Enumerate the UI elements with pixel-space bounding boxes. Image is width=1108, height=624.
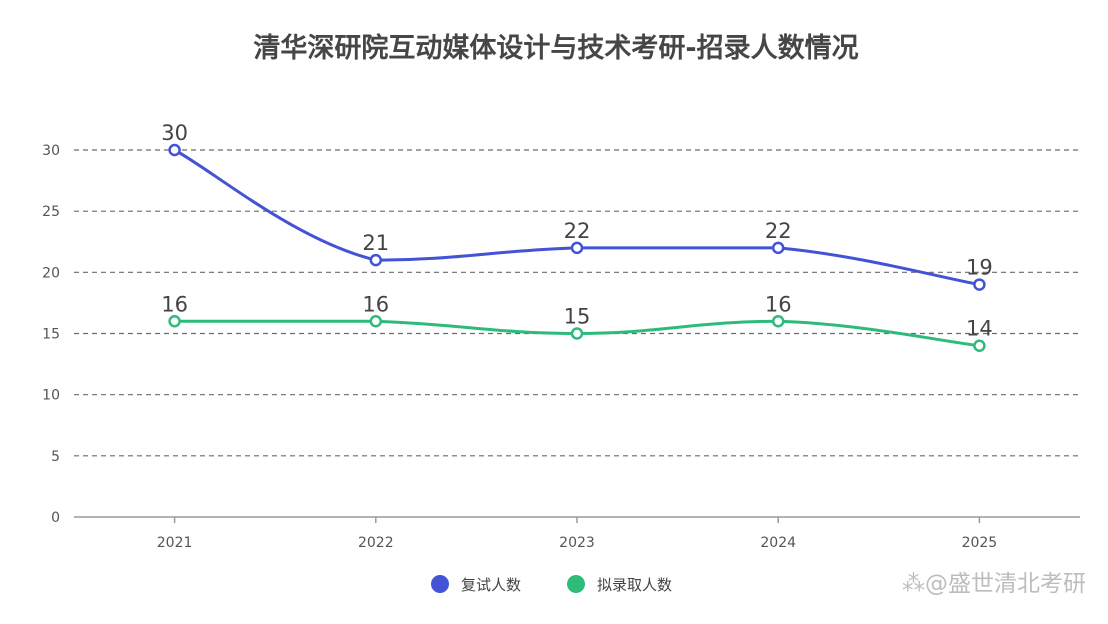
y-tick-label: 10 (42, 388, 60, 404)
data-point[interactable] (369, 253, 383, 267)
watermark: ⁂@盛世清北考研 (902, 571, 1086, 597)
data-label: 16 (765, 292, 792, 316)
data-point[interactable] (973, 278, 986, 291)
x-tick-label: 2024 (760, 535, 796, 551)
data-label: 14 (966, 317, 993, 341)
series-line (173, 148, 980, 287)
legend-label: 复试人数 (461, 576, 521, 594)
data-point[interactable] (771, 241, 785, 255)
x-axis: 2021 2022 2023 2024 2025 (74, 516, 1080, 551)
series-1: 30 21 22 22 19 (161, 121, 993, 291)
data-point[interactable] (369, 315, 383, 328)
data-point[interactable] (570, 327, 584, 340)
legend-item[interactable]: 复试人数 (431, 575, 521, 594)
legend-label: 拟录取人数 (597, 576, 672, 594)
y-tick-label: 5 (51, 449, 60, 465)
data-label: 15 (564, 305, 591, 329)
data-point[interactable] (168, 315, 181, 328)
y-tick-label: 30 (42, 143, 60, 159)
data-label: 16 (362, 292, 389, 316)
data-label: 22 (765, 219, 792, 243)
legend: 复试人数 拟录取人数 (431, 575, 672, 594)
x-tick-label: 2023 (559, 535, 595, 551)
y-axis: 0 5 10 15 20 25 30 (42, 143, 60, 526)
data-label: 30 (161, 121, 188, 145)
legend-item[interactable]: 拟录取人数 (567, 575, 672, 594)
series-2: 16 16 15 16 14 (161, 292, 993, 352)
data-label: 22 (564, 219, 591, 243)
legend-marker (567, 575, 585, 593)
y-tick-label: 25 (42, 204, 60, 220)
data-label: 19 (966, 256, 993, 280)
y-tick-label: 0 (51, 510, 60, 526)
data-label: 21 (362, 231, 389, 255)
data-point[interactable] (771, 315, 785, 328)
legend-marker (431, 575, 449, 593)
x-tick-label: 2021 (157, 535, 193, 551)
series-layer: 30 21 22 22 19 16 16 15 16 14 (161, 121, 993, 352)
data-point[interactable] (973, 339, 986, 352)
data-point[interactable] (570, 241, 584, 255)
grid-lines (74, 149, 1080, 457)
x-tick-label: 2025 (962, 535, 998, 551)
chart-title: 清华深研院互动媒体设计与技术考研-招录人数情况 (253, 32, 858, 64)
y-tick-label: 20 (42, 265, 60, 281)
data-label: 16 (161, 292, 188, 316)
x-tick-label: 2022 (358, 535, 394, 551)
y-tick-label: 15 (42, 327, 60, 343)
data-point[interactable] (168, 143, 181, 157)
